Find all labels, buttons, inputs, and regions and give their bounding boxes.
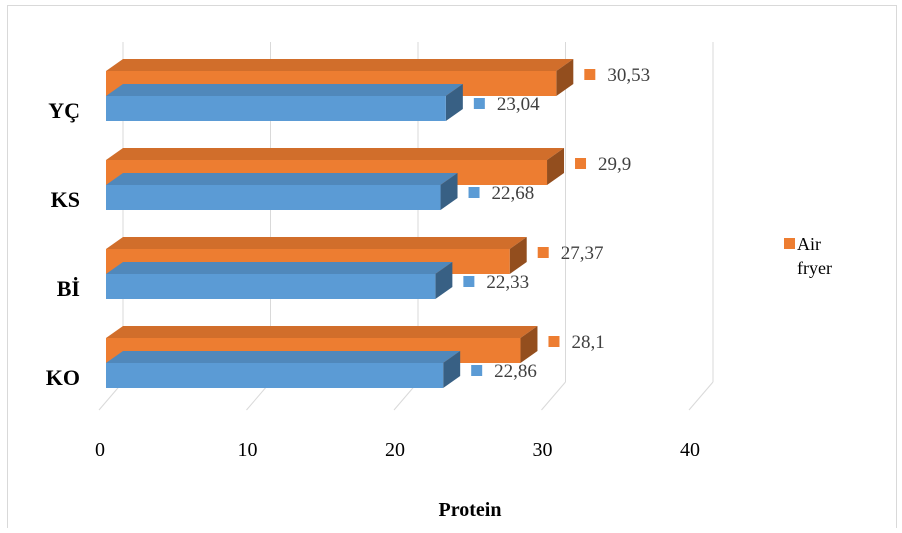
data-label-marker bbox=[463, 276, 475, 287]
data-label: 28,1 bbox=[571, 332, 604, 353]
bar-top-face bbox=[106, 59, 574, 71]
bar bbox=[106, 96, 446, 121]
bar-side-face bbox=[556, 59, 574, 96]
x-tick-label: 0 bbox=[95, 439, 105, 461]
category-label: Bİ bbox=[57, 276, 80, 301]
bar bbox=[106, 274, 436, 299]
bar bbox=[106, 185, 441, 210]
data-label: 22,86 bbox=[494, 361, 537, 382]
category-label: KO bbox=[46, 365, 80, 390]
bar-top-face bbox=[106, 351, 461, 363]
x-tick-labels: 0 10 20 30 40 bbox=[95, 439, 700, 461]
legend-marker bbox=[784, 238, 795, 249]
bar-side-face bbox=[440, 173, 458, 210]
data-label-marker bbox=[584, 69, 596, 80]
x-axis-title: Protein bbox=[439, 499, 502, 521]
data-label-marker bbox=[468, 187, 480, 198]
bar-side-face bbox=[443, 351, 461, 388]
bar-side-face bbox=[445, 84, 463, 121]
data-label: 22,68 bbox=[492, 183, 535, 204]
bar-top-face bbox=[106, 326, 538, 338]
bar-top-face bbox=[106, 148, 565, 160]
bar-side-face bbox=[509, 237, 527, 274]
legend-label: Air fryer bbox=[797, 234, 832, 278]
bar-top-face bbox=[106, 84, 463, 96]
bar-side-face bbox=[520, 326, 538, 363]
category-label: YÇ bbox=[48, 98, 80, 123]
category-label: KS bbox=[51, 187, 80, 212]
x-tick-label: 10 bbox=[238, 439, 258, 461]
data-label: 29,9 bbox=[598, 154, 631, 175]
data-label-marker bbox=[575, 158, 587, 169]
floor-gridline bbox=[541, 381, 566, 411]
legend: Air fryer bbox=[784, 234, 832, 278]
data-label: 23,04 bbox=[497, 94, 540, 115]
bar-top-face bbox=[106, 237, 527, 249]
chart-frame bbox=[7, 5, 897, 528]
bar-top-face bbox=[106, 173, 458, 185]
data-label-marker bbox=[537, 247, 549, 258]
x-tick-label: 30 bbox=[533, 439, 553, 461]
category-labels: KO Bİ KS YÇ bbox=[46, 98, 80, 390]
bar bbox=[106, 363, 444, 388]
bars bbox=[106, 59, 574, 388]
data-labels: 28,1 22,86 27,37 22,33 29,9 22,68 30,53 23,04 bbox=[463, 65, 650, 382]
data-label: 30,53 bbox=[607, 65, 650, 86]
bar-side-face bbox=[435, 262, 453, 299]
x-tick-label: 20 bbox=[385, 439, 405, 461]
data-label-marker bbox=[473, 98, 485, 109]
floor-gridline bbox=[688, 381, 714, 411]
bar-top-face bbox=[106, 262, 453, 274]
data-label-marker bbox=[471, 365, 483, 376]
data-label: 27,37 bbox=[561, 243, 604, 264]
data-label-marker bbox=[548, 336, 560, 347]
bar-side-face bbox=[547, 148, 565, 185]
x-tick-label: 40 bbox=[680, 439, 700, 461]
data-label: 22,33 bbox=[486, 272, 529, 293]
